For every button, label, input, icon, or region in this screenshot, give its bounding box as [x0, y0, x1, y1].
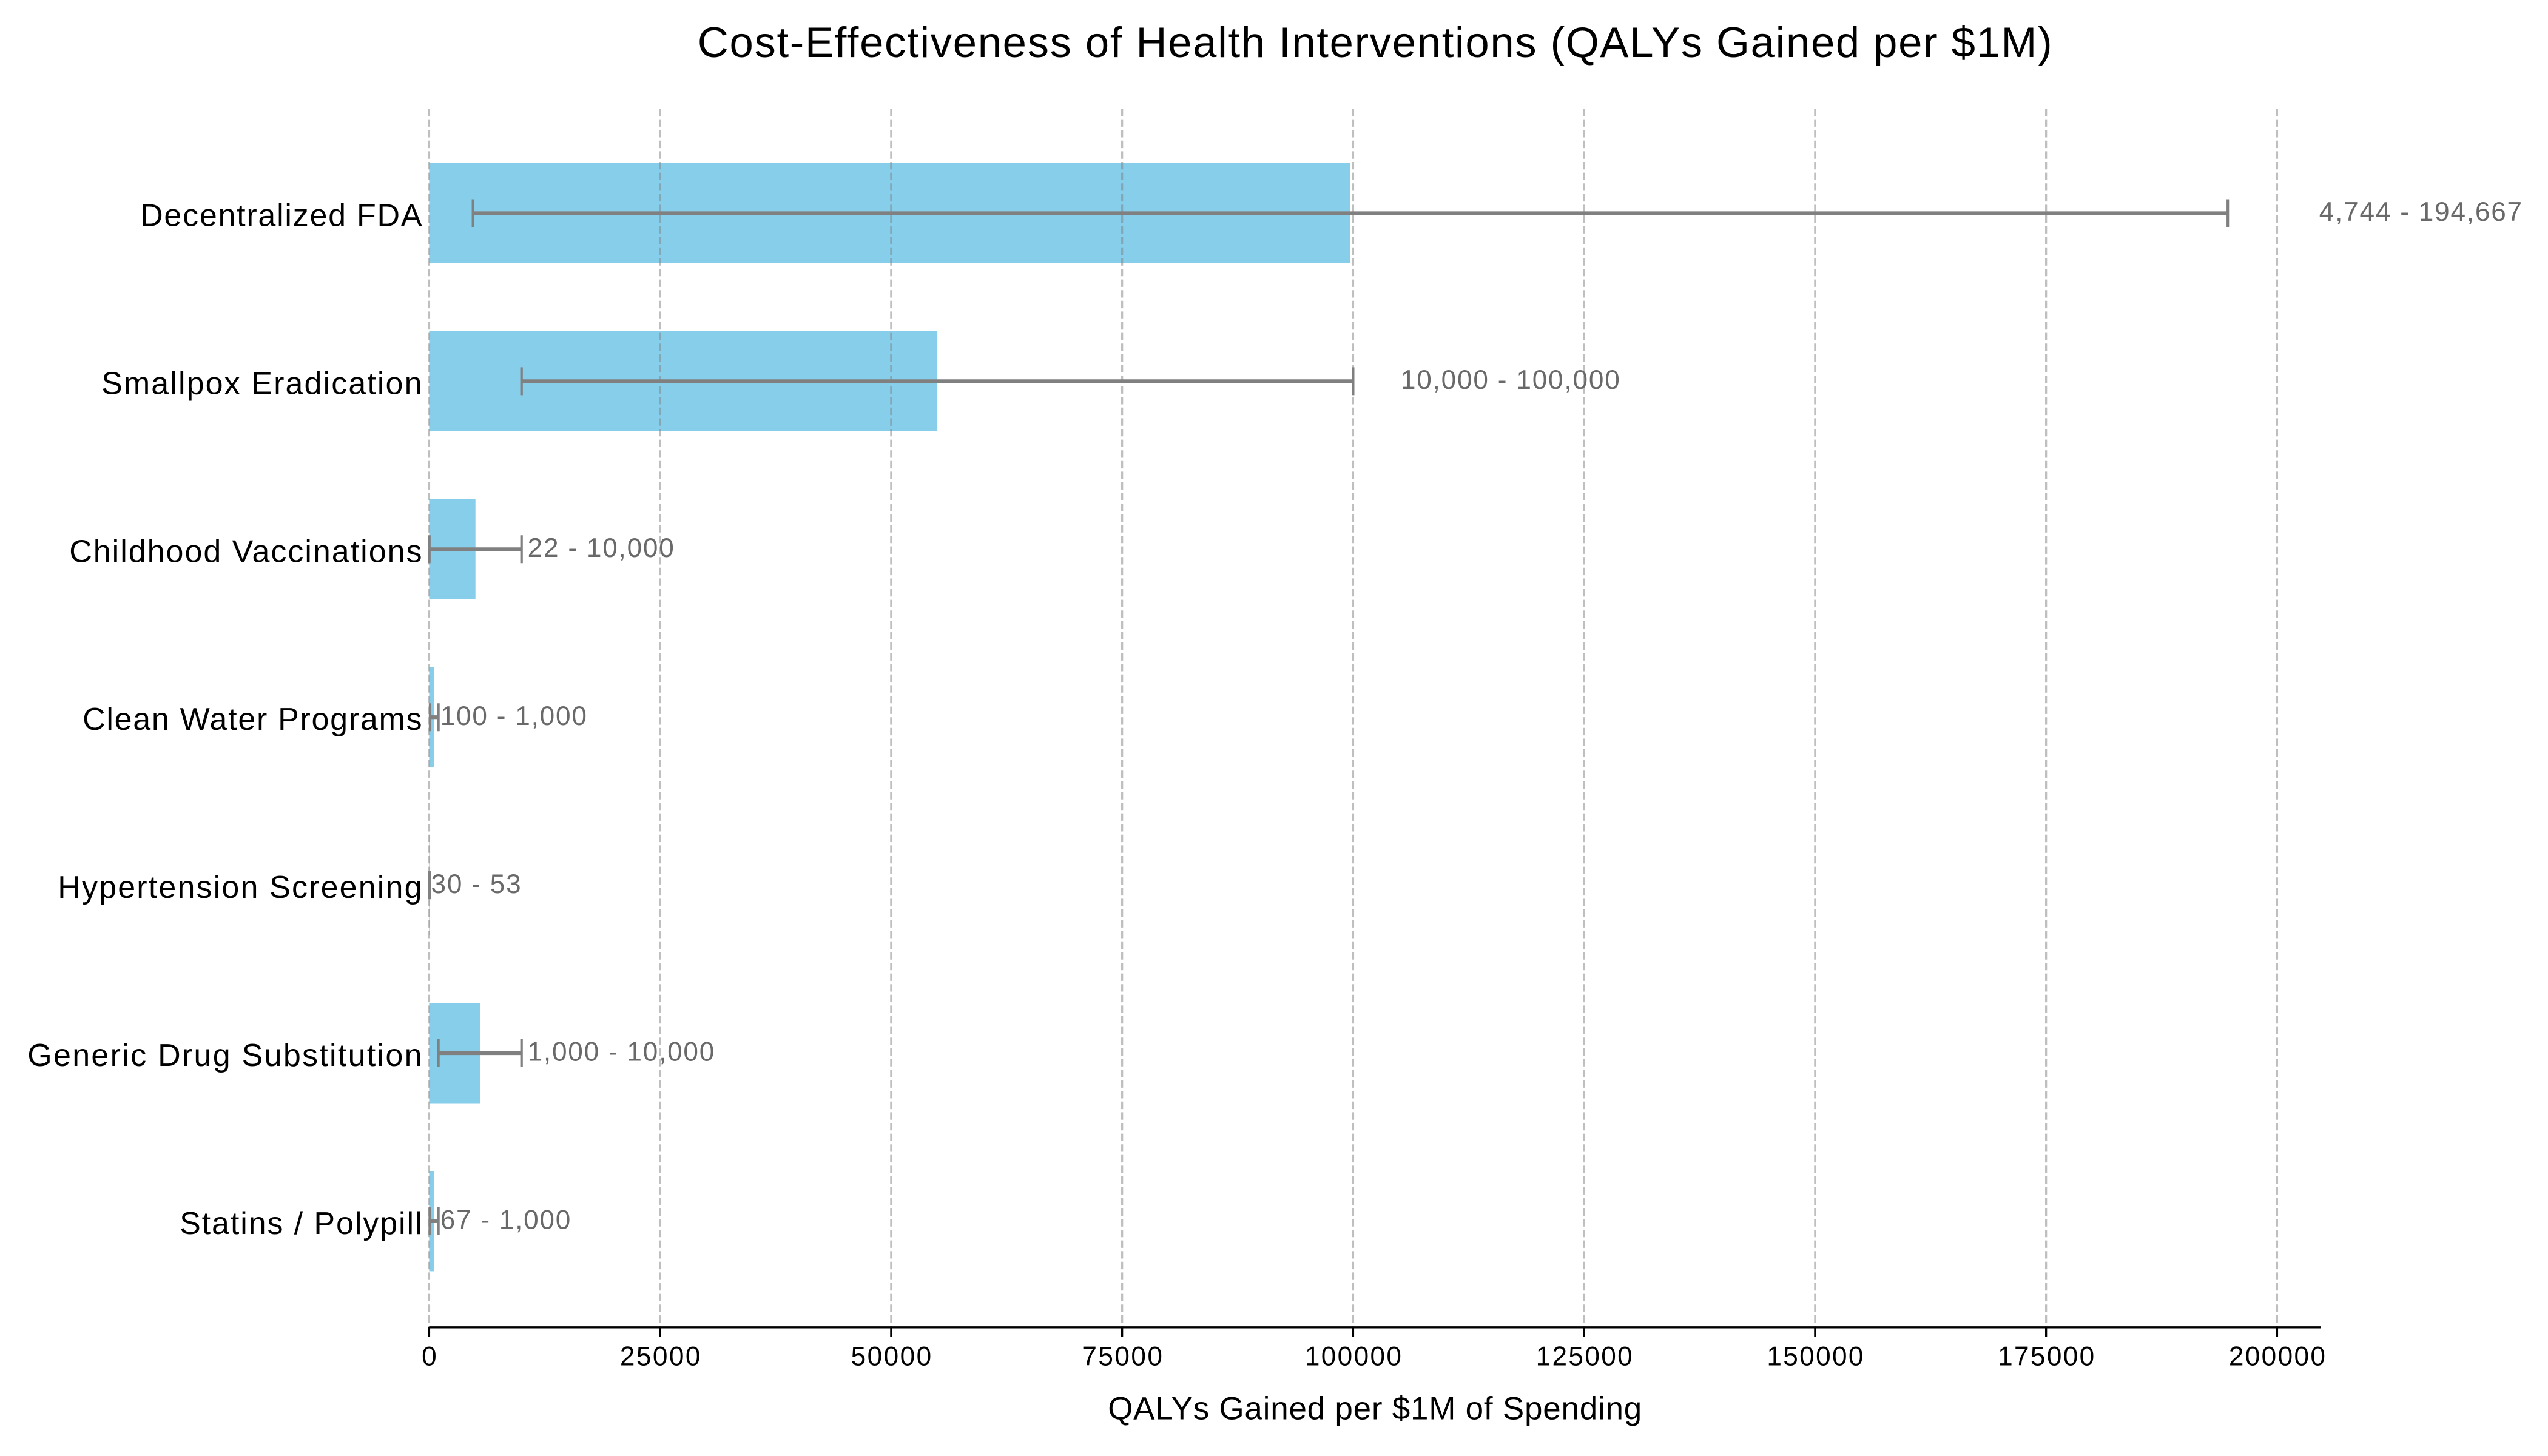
svg-text:Smallpox Eradication: Smallpox Eradication [101, 366, 422, 401]
svg-text:4,744 - 194,667: 4,744 - 194,667 [2319, 197, 2522, 227]
svg-text:QALYs Gained per $1M of Spendi: QALYs Gained per $1M of Spending [1108, 1391, 1642, 1427]
svg-text:Generic Drug Substitution: Generic Drug Substitution [27, 1038, 422, 1073]
svg-text:Childhood Vaccinations: Childhood Vaccinations [69, 534, 422, 569]
svg-text:Statins / Polypill: Statins / Polypill [180, 1206, 422, 1241]
svg-text:0: 0 [422, 1342, 437, 1372]
svg-text:25000: 25000 [620, 1342, 701, 1372]
svg-text:30 - 53: 30 - 53 [431, 869, 521, 899]
svg-text:10,000 - 100,000: 10,000 - 100,000 [1401, 365, 1620, 395]
svg-text:Cost-Effectiveness of Health I: Cost-Effectiveness of Health Interventio… [698, 18, 2052, 66]
svg-text:1,000 - 10,000: 1,000 - 10,000 [528, 1037, 715, 1067]
svg-text:Decentralized FDA: Decentralized FDA [140, 198, 422, 234]
svg-text:67 - 1,000: 67 - 1,000 [440, 1205, 571, 1235]
svg-text:75000: 75000 [1082, 1342, 1162, 1372]
svg-text:Clean Water Programs: Clean Water Programs [83, 702, 422, 737]
svg-text:50000: 50000 [851, 1342, 932, 1372]
svg-text:22 - 10,000: 22 - 10,000 [528, 533, 674, 563]
svg-text:100 - 1,000: 100 - 1,000 [440, 701, 587, 731]
